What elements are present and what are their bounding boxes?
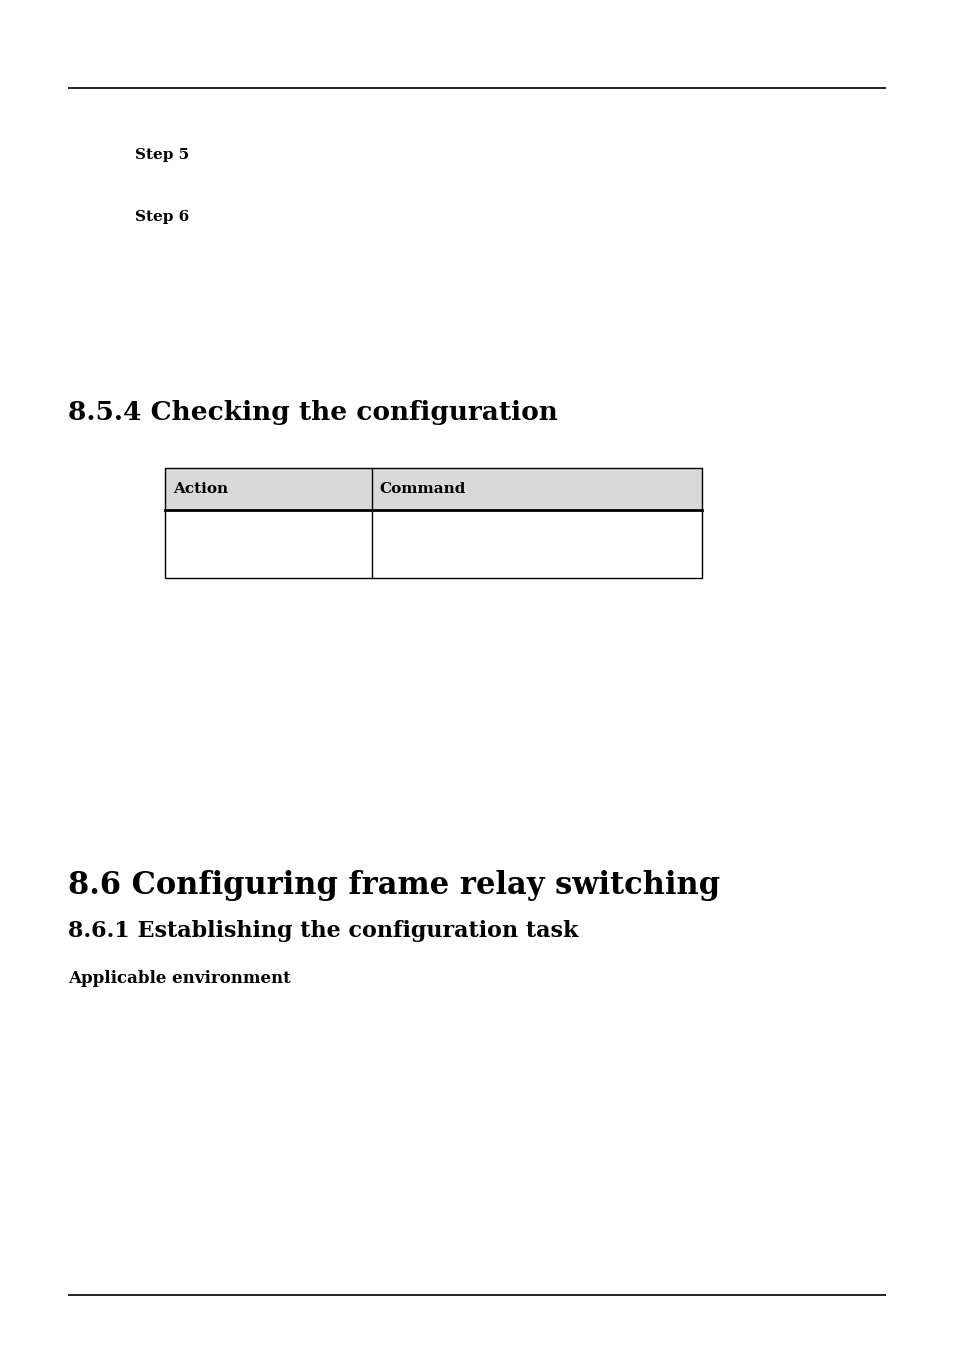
Text: 8.5.4 Checking the configuration: 8.5.4 Checking the configuration: [68, 400, 558, 425]
Text: Step 6: Step 6: [135, 211, 189, 224]
Text: Action: Action: [172, 482, 228, 495]
Text: 8.6 Configuring frame relay switching: 8.6 Configuring frame relay switching: [68, 869, 720, 900]
Text: 8.6.1 Establishing the configuration task: 8.6.1 Establishing the configuration tas…: [68, 919, 578, 942]
Text: Applicable environment: Applicable environment: [68, 971, 291, 987]
Text: Command: Command: [379, 482, 466, 495]
Bar: [165, 510, 701, 578]
Bar: [165, 468, 701, 510]
Bar: [165, 468, 701, 578]
Text: Step 5: Step 5: [135, 148, 189, 162]
